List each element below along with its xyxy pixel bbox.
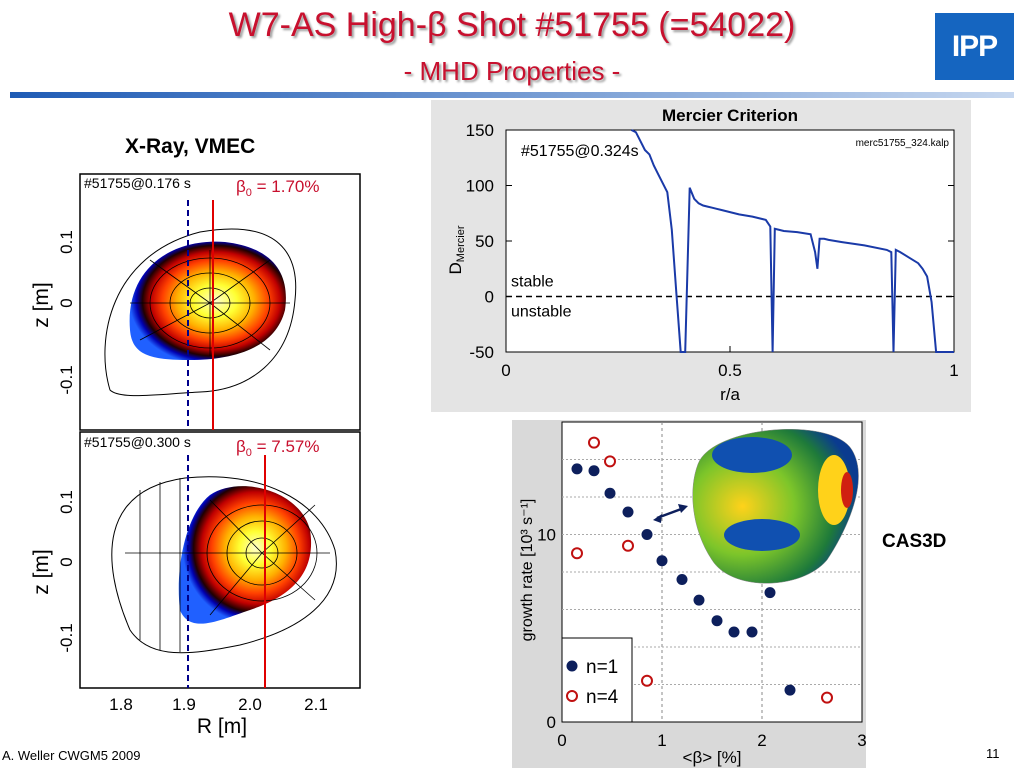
growth-rate-chart: n=1 n=4 0 1 2 3 10 0 growth rate [10³ s⁻¹] <β… [512, 420, 866, 768]
vmec-outer-surface-bottom [111, 476, 337, 654]
growth-ylabel: growth rate [10³ s⁻¹] [519, 499, 536, 642]
growth-xtick-label-3: 3 [857, 731, 866, 750]
growth-ytick-label-1: 0 [547, 713, 556, 732]
point-n1-10 [746, 626, 758, 638]
mercier-ytick-label-3: 0 [485, 288, 494, 307]
point-n4-0 [571, 547, 583, 560]
shot-label-top: #51755@0.176 s [84, 175, 191, 191]
mercier-ylabel: DMercier [446, 225, 467, 274]
xtick-1: 1.9 [172, 695, 196, 714]
mercier-file-label: merc51755_324.kalp [856, 138, 950, 149]
growth-legend [561, 637, 633, 723]
mercier-ytick-label-2: 50 [475, 232, 494, 251]
cas3d-red-lobe [841, 472, 853, 508]
mercier-xticks: 0 0.5 1 [501, 346, 959, 380]
cas3d-yellow-lobe [818, 455, 850, 525]
point-n1-4 [641, 529, 653, 540]
cas3d-blue-lobe-bottom [724, 519, 800, 551]
mercier-yticks: 150 100 50 0 -50 [466, 121, 954, 362]
slide-title: W7-AS High-β Shot #51755 (=54022) [228, 6, 796, 44]
ipp-logo: IPP [935, 13, 1014, 80]
xtick-2: 2.0 [238, 695, 262, 714]
point-n4-1 [588, 436, 600, 449]
shot-label-bottom: #51755@0.300 s [84, 434, 191, 450]
ytick-top-0: 0.1 [57, 230, 76, 254]
header-divider [10, 92, 1014, 98]
growth-xlabel: <β> [%] [683, 748, 742, 767]
ytick-top-1: 0 [57, 298, 76, 307]
xray-xlabel: R [m] [197, 715, 247, 738]
ylabel-bottom: z [m] [30, 549, 53, 595]
xray-title: X-Ray, VMEC [125, 135, 256, 158]
xtick-0: 1.8 [109, 695, 133, 714]
slide-subtitle: - MHD Properties - [403, 56, 621, 86]
growth-points [571, 436, 833, 704]
cas3d-blue-lobe-top [712, 437, 792, 473]
mercier-xlabel: r/a [720, 385, 740, 404]
point-n4-5 [821, 691, 833, 704]
vmec-grid-top [130, 250, 290, 356]
mercier-ytick-label-0: 150 [466, 121, 494, 140]
growth-ytick-label-0: 10 [537, 526, 556, 545]
xray-emissivity-top [129, 241, 286, 360]
point-n1-2 [604, 487, 616, 499]
beta-label-bottom: β0 = 7.57% [236, 437, 319, 459]
mercier-chart: Mercier Criterion #51755@0.324s merc5175… [431, 100, 971, 412]
unstable-label: unstable [511, 304, 572, 321]
cas3d-arrowhead-right [678, 504, 688, 513]
legend-marker-n4 [566, 690, 578, 702]
point-n1-0 [571, 463, 583, 475]
point-n4-2 [604, 455, 616, 468]
point-n1-3 [622, 506, 634, 518]
vmec-grid-bottom [125, 478, 330, 652]
point-n1-5 [656, 555, 668, 567]
point-n1-7 [693, 594, 705, 606]
xray-vmec-figure: #51755@0.176 s β0 = 1.70% #51755@0.300 s… [30, 173, 361, 738]
mercier-ytick-label-1: 100 [466, 177, 494, 196]
mercier-plot-area [505, 129, 955, 353]
xtick-3: 2.1 [304, 695, 328, 714]
ytick-bottom-1: 0 [57, 557, 76, 566]
point-n4-3 [622, 539, 634, 552]
legend-marker-n1 [566, 660, 578, 672]
ytick-bottom-2: -0.1 [57, 623, 76, 652]
mercier-xtick-label-1: 0.5 [718, 361, 742, 380]
ytick-top-2: -0.1 [57, 365, 76, 394]
point-n1-9 [728, 626, 740, 638]
legend-label-n1: n=1 [586, 657, 618, 678]
mercier-title: Mercier Criterion [662, 106, 798, 125]
page-number: 11 [986, 746, 1000, 761]
beta-label-top: β0 = 1.70% [236, 177, 319, 199]
ytick-bottom-0: 0.1 [57, 490, 76, 514]
cas3d-label: CAS3D [882, 531, 947, 552]
mercier-ytick-label-4: -50 [469, 343, 494, 362]
point-n1-1 [588, 465, 600, 477]
growth-ticks: 0 1 2 3 10 0 [537, 526, 866, 751]
point-n1-6 [676, 574, 688, 585]
point-n1-8 [711, 615, 723, 627]
growth-xtick-label-2: 2 [757, 731, 766, 750]
stable-label: stable [511, 274, 554, 291]
xray-emissivity-bottom [178, 486, 312, 624]
mercier-curve [630, 129, 954, 353]
point-n1-11 [764, 587, 776, 599]
point-n4-4 [641, 674, 653, 687]
mercier-annotation: #51755@0.324s [521, 143, 639, 160]
ylabel-top: z [m] [30, 282, 53, 328]
legend-label-n4: n=4 [586, 687, 619, 708]
growth-xtick-label-0: 0 [557, 731, 566, 750]
mercier-xtick-label-0: 0 [501, 361, 510, 380]
mercier-xtick-label-2: 1 [949, 361, 958, 380]
point-n1-12 [784, 684, 796, 696]
growth-xtick-label-1: 1 [657, 731, 666, 750]
cas3d-arrowhead-left [653, 514, 662, 523]
footer-author: A. Weller CWGM5 2009 [2, 748, 141, 763]
